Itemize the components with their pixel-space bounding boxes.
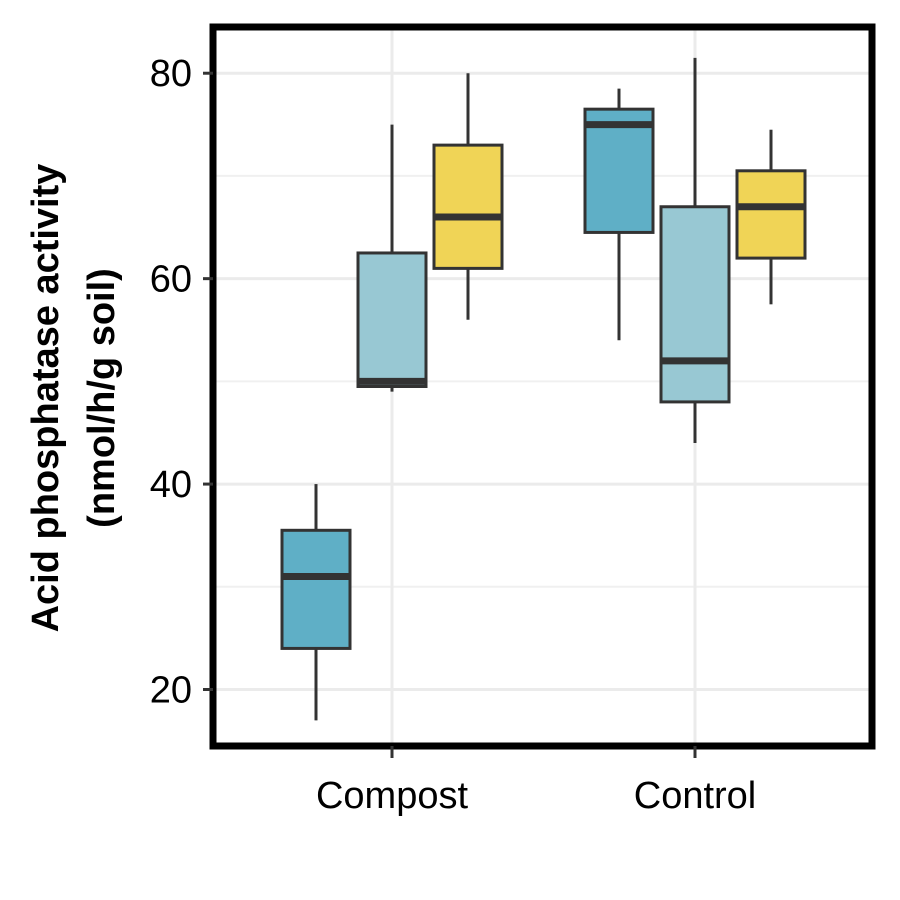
x-tick-label: Compost: [316, 775, 468, 817]
box-compost-2: [432, 73, 504, 320]
panel-border: [209, 23, 876, 750]
box-control-0: [583, 88, 655, 341]
box-compost-1: [356, 124, 428, 392]
y-axis: 20 40 60 80: [150, 53, 213, 712]
box-body: [659, 205, 731, 404]
box-control-2: [735, 129, 807, 305]
x-axis: Compost Control: [316, 746, 756, 817]
y-tick-label: 60: [150, 259, 192, 301]
box-body: [735, 169, 807, 260]
y-tick-label: 20: [150, 670, 192, 712]
y-axis-title-line1: Acid phosphatase activity: [25, 164, 67, 633]
y-axis-title-line2: (nmol/h/g soil): [81, 268, 123, 528]
box-body: [280, 528, 352, 650]
box-compost-0: [280, 484, 352, 721]
y-tick-label: 80: [150, 53, 192, 95]
x-tick-label: Control: [634, 775, 757, 817]
box-body: [356, 251, 428, 388]
box-body: [432, 143, 504, 270]
box-series: [280, 57, 807, 721]
box-control-1: [659, 57, 731, 443]
box-body: [583, 107, 655, 234]
y-tick-label: 40: [150, 464, 192, 506]
